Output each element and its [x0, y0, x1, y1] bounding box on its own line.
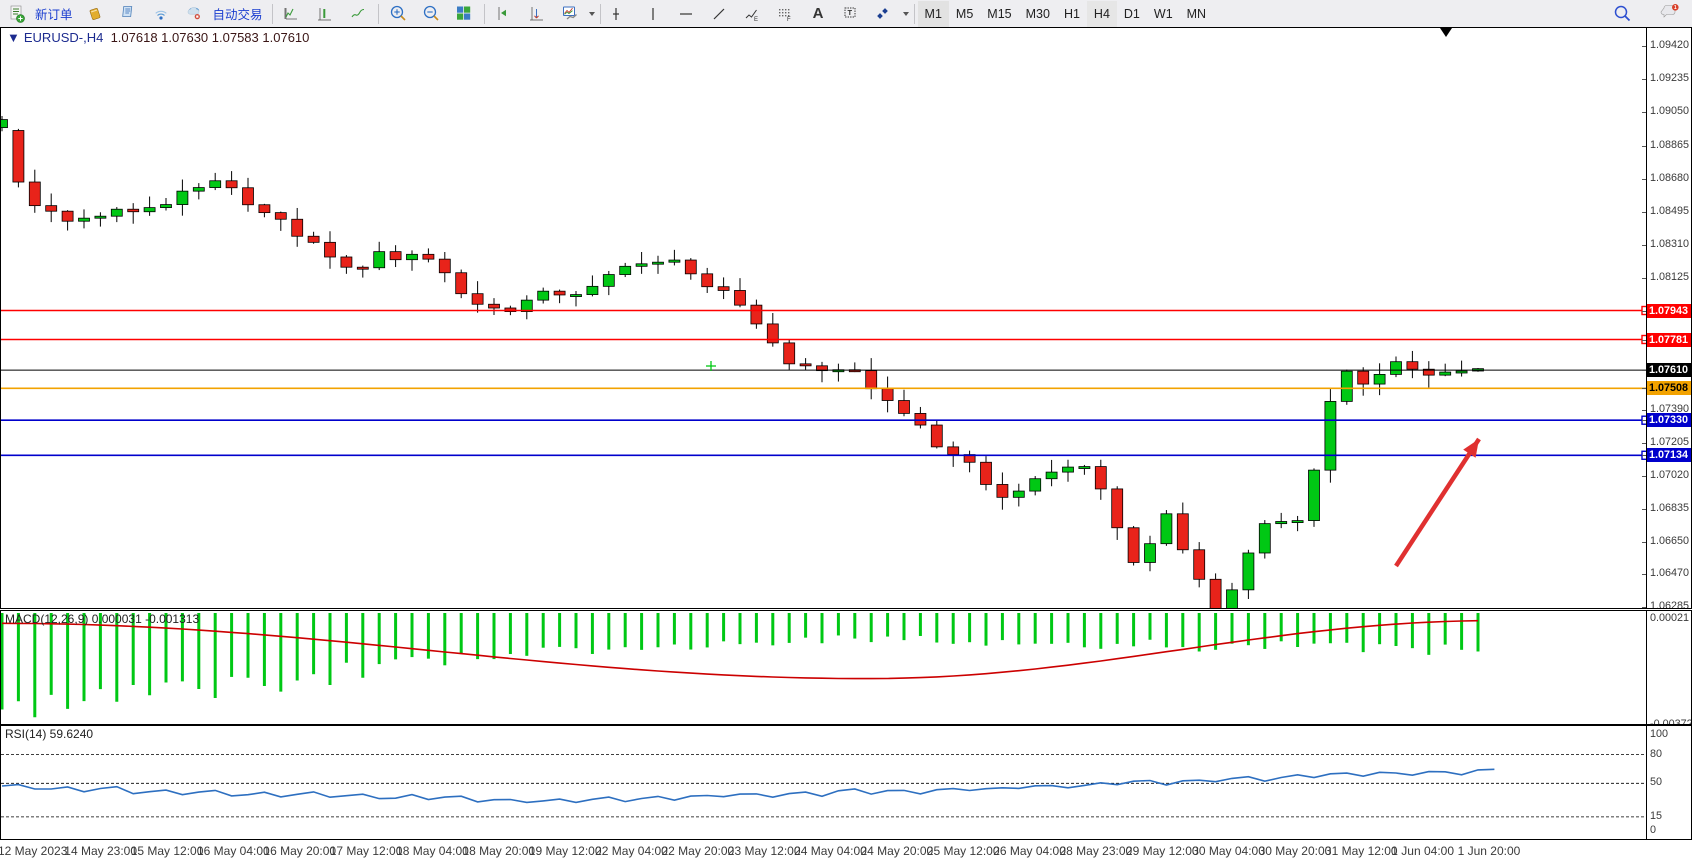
svg-text:E: E [754, 17, 758, 23]
svg-text:T: T [848, 8, 853, 17]
svg-text:1: 1 [1673, 5, 1676, 11]
svg-text:F: F [787, 17, 791, 23]
